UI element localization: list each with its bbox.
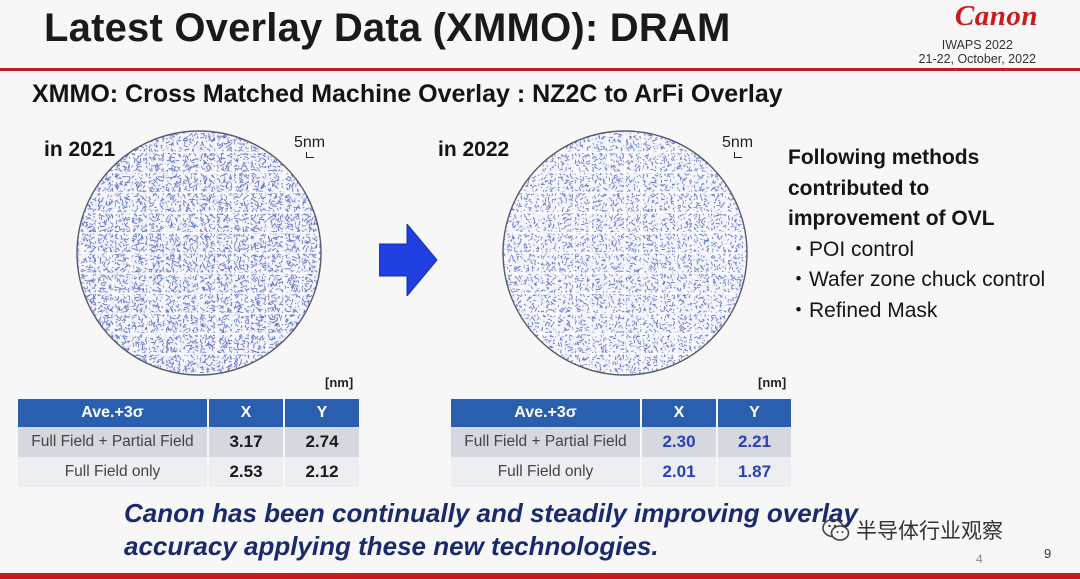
table-row: Full Field only 2.53 2.12: [18, 457, 359, 487]
canon-logo: Canon: [954, 0, 1038, 32]
value-x: 2.53: [208, 457, 285, 487]
conference-info: IWAPS 2022 21-22, October, 2022: [919, 38, 1036, 66]
col-header-stat: Ave.+3σ: [18, 399, 209, 427]
col-header-stat: Ave.+3σ: [451, 399, 642, 427]
table-row: Full Field + Partial Field 3.17 2.74: [18, 427, 359, 457]
year-label-2021: in 2021: [44, 138, 116, 161]
scale-bar-label: 5nm: [722, 134, 754, 151]
row-label: Full Field only: [18, 457, 209, 487]
wechat-icon: [822, 518, 850, 541]
table-row: Full Field only 2.01 1.87: [451, 457, 791, 487]
method-item-poi: ・POI control: [788, 237, 915, 261]
overlay-table-2022: Ave.+3σ X Y Full Field + Partial Field 2…: [451, 399, 791, 487]
methods-heading-line: contributed to: [788, 176, 930, 200]
value-x: 2.30: [641, 427, 718, 457]
value-y: 2.74: [284, 427, 359, 457]
value-y: 2.12: [284, 457, 359, 487]
col-header-x: X: [641, 399, 718, 427]
row-label: Full Field + Partial Field: [451, 427, 642, 457]
table-header-row: Ave.+3σ X Y: [18, 399, 359, 427]
table-row: Full Field + Partial Field 2.30 2.21: [451, 427, 791, 457]
col-header-x: X: [208, 399, 285, 427]
conclusion-line-2: accuracy applying these new technologies…: [124, 531, 659, 561]
slide-subtitle: XMMO: Cross Matched Machine Overlay : NZ…: [32, 80, 783, 108]
col-header-y: Y: [284, 399, 359, 427]
method-item-chuck: ・Wafer zone chuck control: [788, 268, 1046, 291]
year-label-2022: in 2022: [438, 138, 510, 161]
scale-bar-2022: 5nm: [722, 134, 753, 158]
wafer-overlay-map-2022: [502, 130, 748, 376]
page-number: 9: [1044, 546, 1052, 561]
unit-label-2022: [nm]: [758, 375, 787, 390]
methods-list: Following methods contributed to improve…: [788, 143, 1045, 326]
col-header-y: Y: [717, 399, 791, 427]
slide-title: Latest Overlay Data (XMMO): DRAM: [44, 6, 731, 50]
conclusion-text: Canon has been continually and steadily …: [124, 497, 858, 563]
value-x: 2.01: [641, 457, 718, 487]
conference-dates: 21-22, October, 2022: [918, 52, 1036, 66]
header-divider: [0, 68, 1080, 71]
footer-divider: [0, 573, 1080, 579]
row-label: Full Field only: [451, 457, 642, 487]
conclusion-line-1: Canon has been continually and steadily …: [124, 498, 858, 528]
right-arrow-icon: [379, 224, 438, 296]
value-x: 3.17: [208, 427, 285, 457]
conference-name: IWAPS 2022: [941, 38, 1013, 52]
row-label: Full Field + Partial Field: [18, 427, 209, 457]
wafer-overlay-map-2021: [76, 130, 322, 376]
table-header-row: Ave.+3σ X Y: [451, 399, 791, 427]
watermark: 半导体行业观察: [822, 515, 1003, 545]
value-y: 1.87: [717, 457, 791, 487]
methods-heading-line: Following methods: [788, 146, 980, 169]
scale-bar-label: 5nm: [294, 134, 326, 151]
unit-label-2021: [nm]: [325, 375, 354, 390]
method-item-mask: ・Refined Mask: [788, 298, 938, 322]
scale-bar-icon: [305, 152, 314, 158]
scale-bar-2021: 5nm: [294, 134, 325, 158]
value-y: 2.21: [717, 427, 791, 457]
scale-bar-icon: [733, 152, 742, 158]
methods-heading-line: improvement of OVL: [788, 207, 995, 230]
watermark-text: 半导体行业观察: [856, 520, 1003, 543]
overlay-table-2021: Ave.+3σ X Y Full Field + Partial Field 3…: [18, 399, 359, 487]
page-number-inner: 4: [976, 552, 983, 566]
